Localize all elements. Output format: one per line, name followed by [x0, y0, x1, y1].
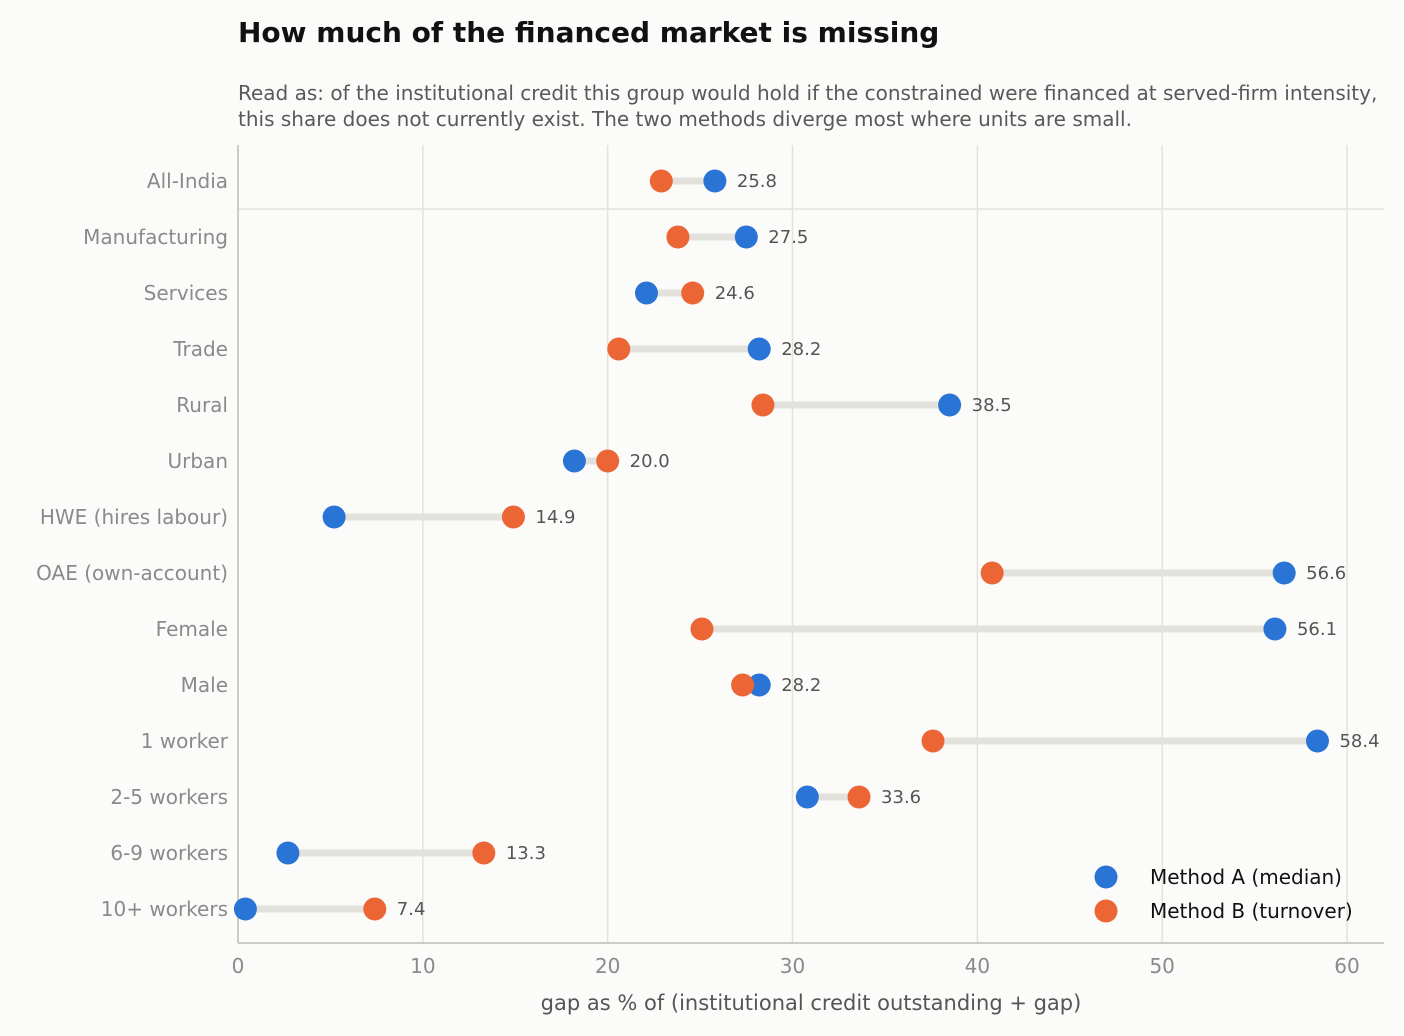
legend-label: Method B (turnover): [1150, 899, 1353, 923]
legend: Method A (median) Method B (turnover): [1094, 865, 1353, 923]
category-label: HWE (hires labour): [40, 505, 228, 529]
value-label: 25.8: [737, 171, 777, 192]
method-b-dot: [649, 169, 673, 193]
category-label: Services: [144, 281, 228, 305]
method-a-dot: [703, 169, 727, 193]
category-label: 2-5 workers: [110, 785, 228, 809]
category-label: 1 worker: [141, 729, 229, 753]
value-label: 56.1: [1297, 619, 1337, 640]
legend-marker-method-b: [1094, 899, 1118, 923]
category-label: Manufacturing: [83, 225, 228, 249]
x-tick-label: 30: [780, 954, 805, 978]
category-label: Urban: [168, 449, 229, 473]
x-tick-label: 20: [595, 954, 620, 978]
value-label: 14.9: [535, 507, 575, 528]
x-tick-label: 50: [1149, 954, 1174, 978]
method-b-dot: [751, 393, 775, 417]
method-b-dot: [690, 617, 714, 641]
value-label: 28.2: [781, 675, 821, 696]
method-b-dot: [607, 337, 631, 361]
category-label: Female: [156, 617, 228, 641]
value-label: 33.6: [881, 787, 921, 808]
method-b-dot: [666, 225, 690, 249]
x-tick-label: 40: [965, 954, 990, 978]
method-a-dot: [734, 225, 758, 249]
method-b-dot: [731, 673, 755, 697]
method-a-dot: [562, 449, 586, 473]
category-label: Trade: [172, 337, 228, 361]
x-tick-label: 60: [1334, 954, 1359, 978]
method-a-dot: [747, 337, 771, 361]
value-label: 24.6: [715, 283, 755, 304]
value-label: 58.4: [1339, 731, 1379, 752]
category-label: 10+ workers: [101, 897, 228, 921]
value-label: 13.3: [506, 843, 546, 864]
value-label: 56.6: [1306, 563, 1346, 584]
method-b-dot: [847, 785, 871, 809]
x-tick-label: 10: [410, 954, 435, 978]
method-b-dot: [363, 897, 387, 921]
value-label: 38.5: [972, 395, 1012, 416]
method-b-dot: [681, 281, 705, 305]
category-label: All-India: [147, 169, 228, 193]
value-label: 7.4: [397, 899, 426, 920]
legend-marker-method-a: [1094, 865, 1118, 889]
method-a-dot: [1272, 561, 1296, 585]
method-a-dot: [233, 897, 257, 921]
x-tick-label: 0: [232, 954, 245, 978]
method-a-dot: [1305, 729, 1329, 753]
value-label: 28.2: [781, 339, 821, 360]
method-a-dot: [276, 841, 300, 865]
category-label: Rural: [176, 393, 228, 417]
value-label: 27.5: [768, 227, 808, 248]
category-label: OAE (own-account): [36, 561, 228, 585]
method-b-dot: [501, 505, 525, 529]
chart-subtitle: Read as: of the institutional credit thi…: [238, 81, 1378, 131]
method-a-dot: [322, 505, 346, 529]
method-b-dot: [472, 841, 496, 865]
category-label: 6-9 workers: [110, 841, 228, 865]
method-a-dot: [795, 785, 819, 809]
method-a-dot: [634, 281, 658, 305]
legend-label: Method A (median): [1150, 865, 1342, 889]
method-a-dot: [747, 673, 771, 697]
chart-title: How much of the financed market is missi…: [238, 16, 940, 49]
method-b-dot: [980, 561, 1004, 585]
value-label: 20.0: [630, 451, 670, 472]
method-b-dot: [921, 729, 945, 753]
x-axis-title: gap as % of (institutional credit outsta…: [541, 991, 1082, 1015]
method-a-dot: [1263, 617, 1287, 641]
method-a-dot: [938, 393, 962, 417]
method-b-dot: [596, 449, 620, 473]
category-label: Male: [181, 673, 228, 697]
